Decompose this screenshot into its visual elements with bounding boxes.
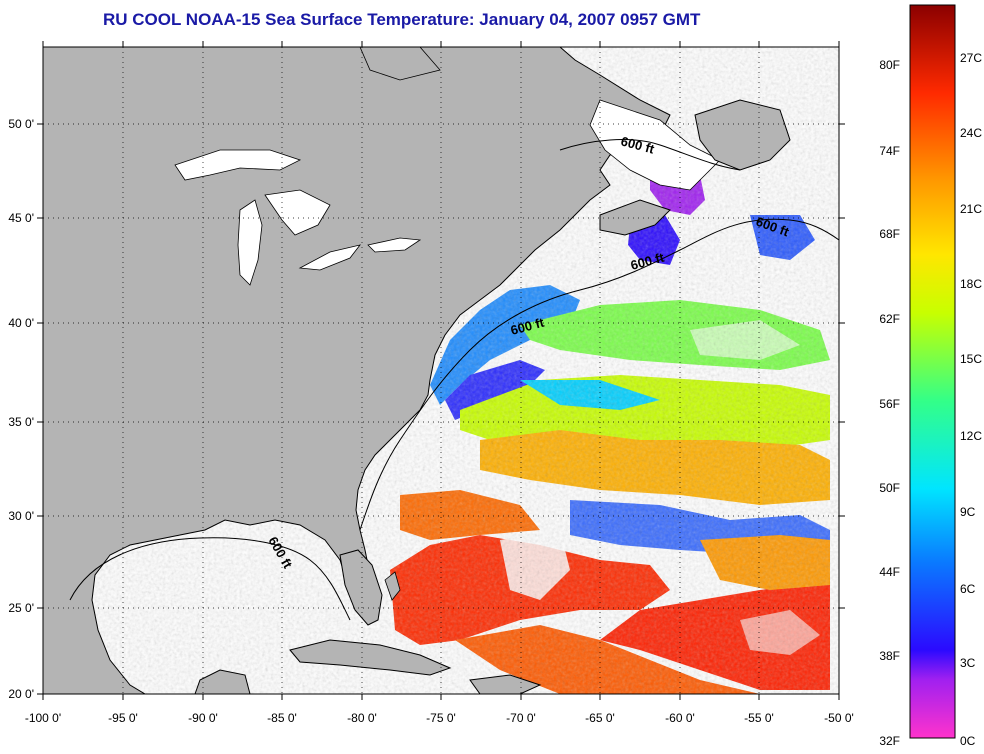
lon-label: -85 0' bbox=[267, 711, 297, 725]
f-label: 38F bbox=[879, 649, 900, 663]
colorbar-gradient bbox=[909, 4, 956, 739]
newfoundland bbox=[694, 99, 791, 171]
f-label: 80F bbox=[879, 58, 900, 72]
colorbar-fahrenheit-labels: 80F 74F 68F 62F 56F 50F 44F 38F 32F bbox=[879, 58, 900, 748]
lon-label: -65 0' bbox=[585, 711, 615, 725]
c-label: 12C bbox=[960, 429, 982, 443]
lat-label: 20 0' bbox=[8, 687, 34, 701]
colorbar-celsius-labels: 27C 24C 21C 18C 15C 12C 9C 6C 3C 0C bbox=[960, 51, 982, 748]
lon-label: -55 0' bbox=[744, 711, 774, 725]
lat-ticks-right bbox=[839, 123, 845, 609]
lat-label: 35 0' bbox=[8, 415, 34, 429]
c-label: 15C bbox=[960, 352, 982, 366]
lat-label: 40 0' bbox=[8, 316, 34, 330]
f-label: 44F bbox=[879, 565, 900, 579]
f-label: 32F bbox=[879, 734, 900, 748]
lake-erie bbox=[298, 244, 362, 271]
f-label: 50F bbox=[879, 481, 900, 495]
lon-ticks bbox=[42, 694, 840, 700]
contour-line-600ft bbox=[69, 218, 839, 621]
lat-label: 30 0' bbox=[8, 509, 34, 523]
c-label: 6C bbox=[960, 582, 976, 596]
lake-ontario bbox=[367, 237, 422, 253]
contour-line-600ft-north bbox=[559, 139, 741, 171]
nova-scotia bbox=[599, 199, 671, 236]
lon-label: -100 0' bbox=[25, 711, 61, 725]
map-title: RU COOL NOAA-15 Sea Surface Temperature:… bbox=[103, 10, 701, 29]
lat-label: 50 0' bbox=[8, 117, 34, 131]
f-label: 74F bbox=[879, 144, 900, 158]
bahamas bbox=[384, 571, 401, 601]
colorbar: 80F 74F 68F 62F 56F 50F 44F 38F 32F 27C … bbox=[879, 4, 982, 748]
lon-label: -70 0' bbox=[506, 711, 536, 725]
f-label: 68F bbox=[879, 227, 900, 241]
c-label: 24C bbox=[960, 126, 982, 140]
f-label: 56F bbox=[879, 397, 900, 411]
map-area: 600 ft 600 ft 600 ft 600 ft 600 ft bbox=[8, 41, 854, 725]
lon-label: -95 0' bbox=[108, 711, 138, 725]
lon-label: -90 0' bbox=[188, 711, 218, 725]
c-label: 9C bbox=[960, 505, 976, 519]
c-label: 21C bbox=[960, 202, 982, 216]
c-label: 0C bbox=[960, 734, 976, 748]
c-label: 18C bbox=[960, 277, 982, 291]
lat-ticks bbox=[37, 123, 43, 695]
map-ticks bbox=[37, 41, 845, 700]
northern-island bbox=[359, 47, 441, 81]
florida-peninsula bbox=[339, 549, 383, 626]
c-label: 3C bbox=[960, 656, 976, 670]
f-label: 62F bbox=[879, 312, 900, 326]
lon-label: -60 0' bbox=[665, 711, 695, 725]
cuba bbox=[289, 639, 452, 676]
land-layer bbox=[43, 47, 791, 694]
gulf-of-st-lawrence bbox=[589, 99, 721, 191]
lake-superior bbox=[174, 149, 302, 181]
lon-label: -75 0' bbox=[426, 711, 456, 725]
lon-ticks-top bbox=[42, 41, 840, 47]
longitude-labels: -100 0' -95 0' -90 0' -85 0' -80 0' -75 … bbox=[25, 711, 854, 725]
north-america-landmass bbox=[43, 47, 671, 694]
lat-label: 45 0' bbox=[8, 211, 34, 225]
lake-michigan bbox=[237, 199, 263, 286]
yucatan bbox=[194, 669, 251, 694]
lon-label: -80 0' bbox=[347, 711, 377, 725]
lat-label: 25 0' bbox=[8, 601, 34, 615]
c-label: 27C bbox=[960, 51, 982, 65]
latitude-labels: 50 0' 45 0' 40 0' 35 0' 30 0' 25 0' 20 0… bbox=[8, 117, 34, 701]
lon-label: -50 0' bbox=[824, 711, 854, 725]
lake-huron bbox=[264, 189, 331, 236]
hispaniola bbox=[469, 674, 542, 694]
